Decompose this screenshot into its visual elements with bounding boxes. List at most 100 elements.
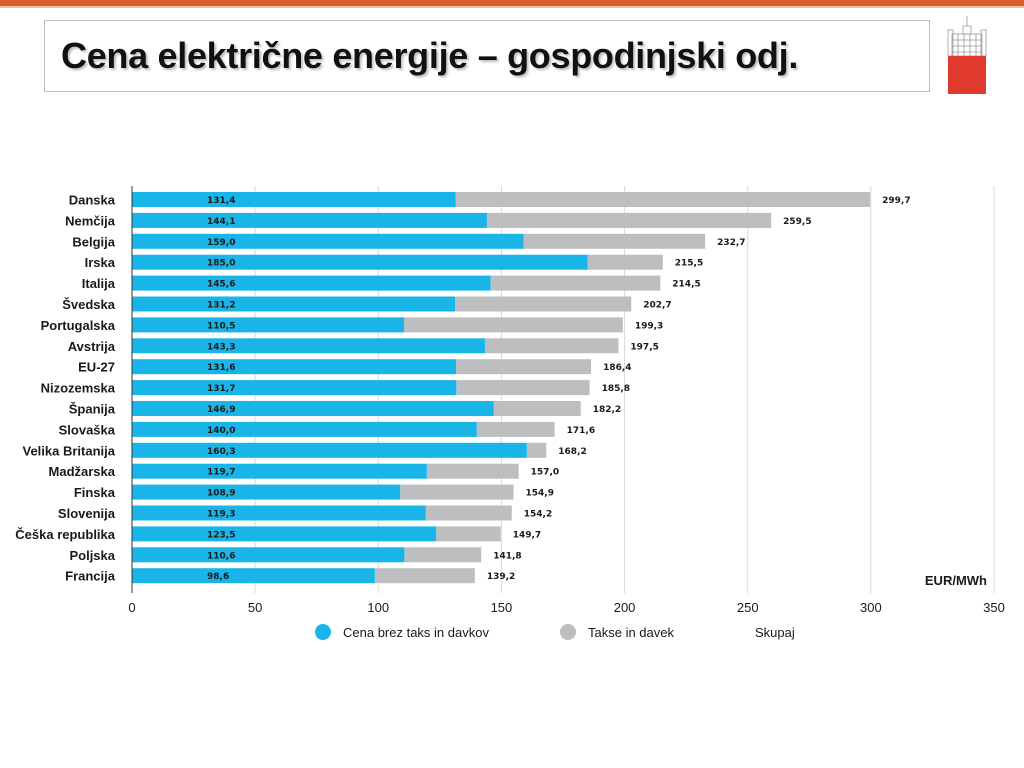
base-value-label: 131,2: [207, 301, 235, 311]
category-label: Poljska: [69, 548, 115, 563]
bars: [132, 192, 871, 584]
total-value-label: 171,6: [567, 426, 595, 436]
base-value-label: 131,7: [207, 384, 235, 394]
total-value-label: 202,7: [643, 301, 671, 311]
category-label: EU-27: [78, 360, 115, 375]
category-label: Nizozemska: [41, 381, 116, 396]
bar-tax: [425, 505, 512, 521]
bar-tax: [455, 296, 632, 312]
x-axis: 0 50 100 150 200 250 300 350: [128, 186, 1005, 615]
bar-base: [132, 568, 375, 584]
bar-base: [132, 463, 427, 479]
bar-base: [132, 359, 457, 375]
category-label: Slovaška: [59, 422, 116, 437]
legend-marker-tax: [560, 624, 576, 640]
bar-tax: [587, 254, 663, 270]
category-label: Madžarska: [49, 464, 116, 479]
total-value-label: 197,5: [630, 342, 658, 352]
category-label: Belgija: [72, 234, 115, 249]
x-tick-label: 250: [737, 600, 759, 615]
total-value-label: 139,2: [487, 572, 515, 582]
bar-tax: [476, 421, 555, 437]
bar-tax: [526, 442, 547, 458]
total-value-label: 182,2: [593, 405, 621, 415]
bar-base: [132, 484, 401, 500]
legend-label-base: Cena brez taks in davkov: [343, 625, 489, 640]
category-label: Italija: [82, 276, 116, 291]
total-value-label: 141,8: [493, 551, 521, 561]
x-tick-label: 150: [491, 600, 513, 615]
base-value-label: 119,3: [207, 510, 235, 520]
legend-label-total: Skupaj: [755, 625, 795, 640]
base-value-label: 160,3: [207, 447, 235, 457]
category-label: Češka republika: [15, 527, 115, 542]
x-tick-label: 100: [367, 600, 389, 615]
total-value-label: 232,7: [717, 238, 745, 248]
category-label: Slovenija: [58, 506, 116, 521]
bar-tax: [486, 212, 772, 228]
bar-tax: [493, 401, 581, 416]
bar-base: [132, 254, 588, 270]
bar-tax: [426, 463, 519, 479]
category-label: Finska: [74, 485, 116, 500]
total-value-label: 157,0: [531, 468, 559, 478]
base-value-label: 146,9: [207, 405, 235, 415]
accent-bar-light: [0, 6, 1024, 8]
slide-title: Cena električne energije – gospodinjski …: [61, 35, 799, 76]
total-value-label: 149,7: [513, 530, 541, 540]
x-tick-label: 50: [248, 600, 262, 615]
total-value-label: 299,7: [882, 196, 910, 206]
bar-base: [132, 421, 477, 437]
x-tick-label: 300: [860, 600, 882, 615]
bar-base: [132, 442, 527, 458]
bar-base: [132, 233, 524, 249]
bar-base: [132, 275, 491, 291]
bar-tax: [436, 526, 501, 542]
base-value-label: 119,7: [207, 468, 235, 478]
bar-tax: [374, 568, 475, 584]
bar-tax: [456, 380, 590, 396]
bar-tax: [404, 317, 623, 333]
x-tick-label: 200: [614, 600, 636, 615]
labels: Danska 131,4 299,7 Nemčija 144,1 259,5 Belgija…: [15, 193, 910, 584]
title-box: Cena električne energije – gospodinjski …: [44, 20, 930, 92]
base-value-label: 143,3: [207, 342, 235, 352]
bar-base: [132, 547, 405, 563]
category-label: Španija: [69, 402, 116, 417]
category-label: Francija: [65, 569, 116, 584]
base-value-label: 123,5: [207, 530, 235, 540]
total-value-label: 214,5: [672, 280, 700, 290]
bar-tax: [404, 547, 482, 563]
base-value-label: 144,1: [207, 217, 235, 227]
bar-base: [132, 317, 405, 333]
bar-base: [132, 338, 485, 354]
castle-crest-icon: [947, 16, 987, 94]
legend: Cena brez taks in davkov Takse in davek …: [315, 624, 795, 640]
category-label: Avstrija: [68, 339, 116, 354]
bar-tax: [523, 233, 706, 249]
legend-marker-base: [315, 624, 331, 640]
category-label: Danska: [69, 193, 116, 208]
category-label: Velika Britanija: [23, 443, 116, 458]
bar-base: [132, 380, 457, 396]
bar-tax: [455, 192, 871, 207]
unit-label: EUR/MWh: [925, 573, 987, 588]
base-value-label: 131,4: [207, 196, 235, 206]
bar-tax: [456, 359, 592, 375]
logo-red-field: [948, 56, 986, 94]
category-label: Portugalska: [41, 318, 116, 333]
bar-tax: [484, 338, 619, 354]
total-value-label: 185,8: [602, 384, 630, 394]
base-value-label: 185,0: [207, 259, 235, 269]
bar-tax: [400, 484, 514, 500]
base-value-label: 159,0: [207, 238, 235, 248]
total-value-label: 168,2: [558, 447, 586, 457]
price-chart: Danska 131,4 299,7 Nemčija 144,1 259,5 Belgija…: [15, 186, 1005, 640]
base-value-label: 110,5: [207, 321, 235, 331]
category-label: Švedska: [62, 297, 116, 312]
total-value-label: 199,3: [635, 321, 663, 331]
total-value-label: 154,9: [525, 489, 553, 499]
total-value-label: 215,5: [675, 259, 703, 269]
bar-base: [132, 212, 487, 228]
category-label: Irska: [85, 255, 116, 270]
